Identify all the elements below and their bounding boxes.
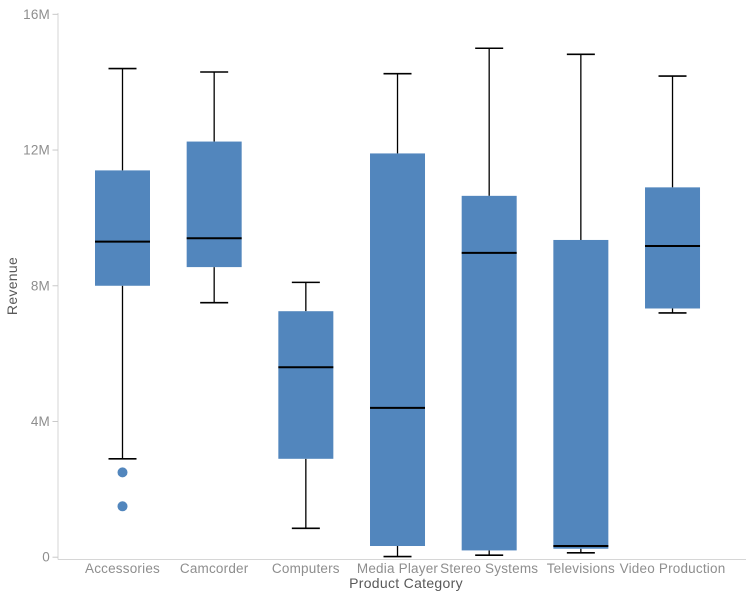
y-tick-label: 12M (23, 143, 50, 158)
y-tick-label: 0 (42, 550, 50, 565)
box-media-player[interactable] (370, 153, 426, 547)
box-accessories[interactable] (95, 170, 150, 286)
y-axis-title: Revenue (4, 256, 20, 316)
box-televisions[interactable] (553, 239, 609, 549)
box-stereo-systems[interactable] (461, 195, 517, 551)
y-tick-label: 8M (31, 278, 50, 293)
x-tick-label-video-production: Video Production (620, 561, 726, 576)
x-tick-label-camcorder: Camcorder (180, 561, 249, 576)
y-tick-label: 4M (31, 414, 50, 429)
outlier-dot-accessories[interactable] (117, 467, 128, 478)
x-tick-label-stereo-systems: Stereo Systems (440, 561, 538, 576)
x-axis-title: Product Category (349, 575, 463, 591)
y-tick-label: 16M (23, 7, 50, 22)
x-tick-label-media-player: Media Player (357, 561, 438, 576)
x-tick-label-computers: Computers (272, 561, 340, 576)
box-video-production[interactable] (645, 187, 701, 309)
box-camcorder[interactable] (186, 141, 242, 268)
x-tick-label-accessories: Accessories (85, 561, 160, 576)
box-computers[interactable] (278, 311, 334, 459)
outlier-dot-accessories[interactable] (117, 501, 128, 512)
x-tick-label-televisions: Televisions (547, 561, 615, 576)
